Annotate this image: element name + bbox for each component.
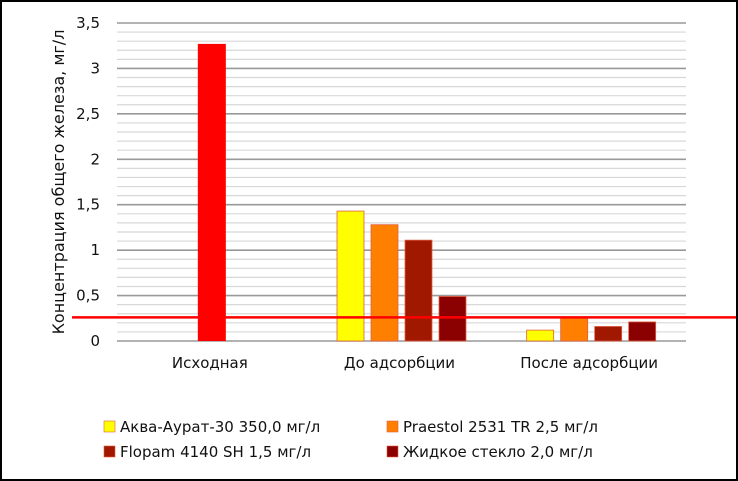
y-axis-label: Концентрация общего железа, мг/л <box>49 30 68 335</box>
y-tick-label: 0 <box>90 332 100 350</box>
y-tick-label: 1,5 <box>76 196 100 214</box>
bar-series-3 <box>594 326 623 342</box>
legend-label: Жидкое стекло 2,0 мг/л <box>403 443 593 461</box>
category-labels: Исходная До адсорбции После адсорбции <box>172 354 658 372</box>
legend-swatch <box>386 445 399 458</box>
bar-series-1 <box>526 329 555 342</box>
bar-series-4 <box>628 321 657 342</box>
y-tick-label: 3,5 <box>76 14 100 32</box>
category-label: Исходная <box>172 354 248 372</box>
y-tick-label: 2 <box>90 150 100 168</box>
y-tick-label: 0,5 <box>76 287 100 305</box>
legend-swatch <box>103 445 116 458</box>
legend-swatch <box>103 420 116 433</box>
y-tick-label: 3 <box>90 59 100 77</box>
bar-initial <box>197 43 226 341</box>
bar-series-4 <box>438 296 467 342</box>
bar-series-2 <box>560 316 589 342</box>
bar-series-2 <box>370 224 399 342</box>
bar-series-3 <box>404 239 433 342</box>
bars <box>197 43 657 342</box>
y-tick-label: 2,5 <box>76 105 100 123</box>
bar-series-1 <box>336 210 365 342</box>
legend-swatch <box>386 420 399 433</box>
category-label: После адсорбции <box>520 354 658 372</box>
legend-label: Flopam 4140 SH 1,5 мг/л <box>120 443 311 461</box>
legend: Аква-Аурат-30 350,0 мг/л Praestol 2531 TR… <box>103 418 598 461</box>
y-tick-label: 1 <box>90 241 100 259</box>
y-tick-labels: 0 0,5 1 1,5 2 2,5 3 3,5 <box>76 14 100 350</box>
legend-label: Praestol 2531 TR 2,5 мг/л <box>403 418 598 436</box>
legend-label: Аква-Аурат-30 350,0 мг/л <box>120 418 320 436</box>
category-label: До адсорбции <box>344 354 455 372</box>
